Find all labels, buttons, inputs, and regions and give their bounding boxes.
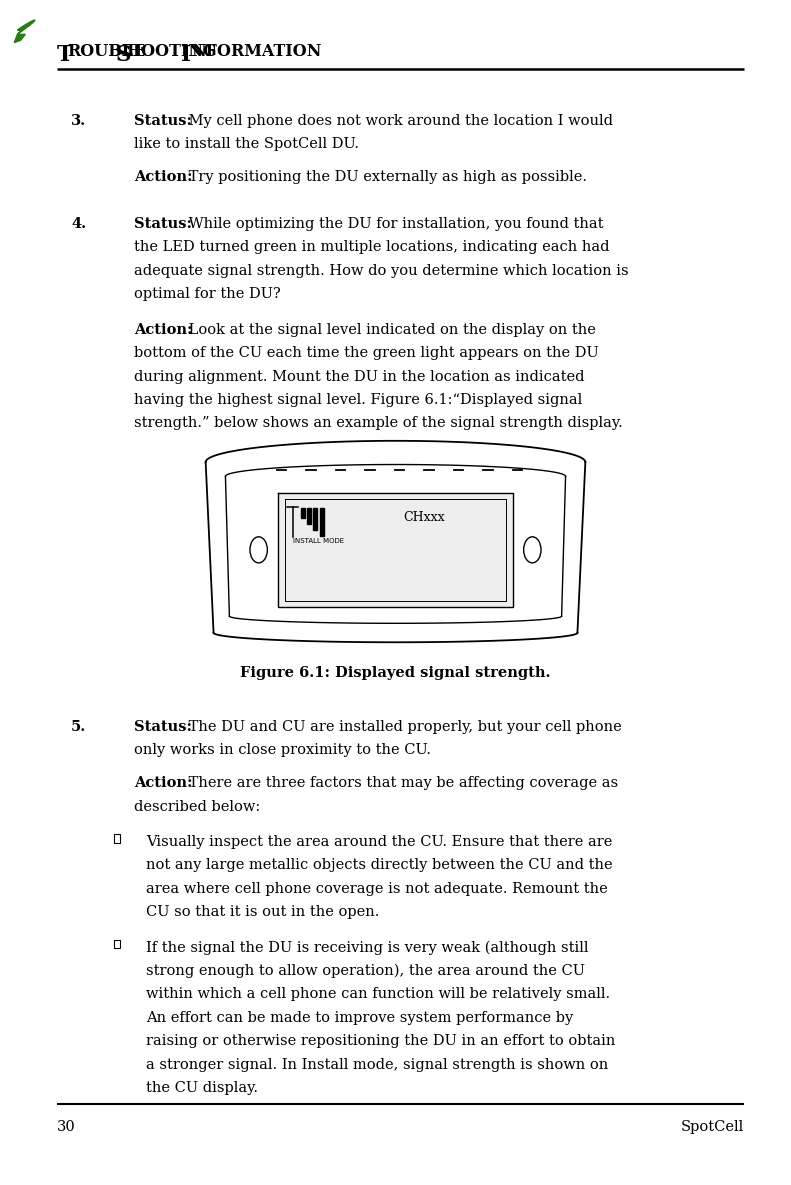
Text: described below:: described below: <box>134 800 261 814</box>
Polygon shape <box>278 493 513 607</box>
Text: not any large metallic objects directly between the CU and the: not any large metallic objects directly … <box>146 858 613 872</box>
Text: Figure 6.1: Displayed signal strength.: Figure 6.1: Displayed signal strength. <box>240 666 551 680</box>
Text: I: I <box>180 44 191 66</box>
Bar <box>115 940 120 948</box>
Polygon shape <box>307 508 311 524</box>
Bar <box>115 834 120 843</box>
Text: CHxxx: CHxxx <box>403 511 445 524</box>
Text: raising or otherwise repositioning the DU in an effort to obtain: raising or otherwise repositioning the D… <box>146 1035 615 1049</box>
Text: only works in close proximity to the CU.: only works in close proximity to the CU. <box>134 743 431 757</box>
Text: INSTALL MODE: INSTALL MODE <box>293 538 344 544</box>
Polygon shape <box>14 34 25 43</box>
Text: Look at the signal level indicated on the display on the: Look at the signal level indicated on th… <box>184 322 596 337</box>
Text: like to install the SpotCell DU.: like to install the SpotCell DU. <box>134 137 359 152</box>
Text: Visually inspect the area around the CU. Ensure that there are: Visually inspect the area around the CU.… <box>146 835 613 848</box>
Text: a stronger signal. In Install mode, signal strength is shown on: a stronger signal. In Install mode, sign… <box>146 1058 608 1071</box>
Text: Action:: Action: <box>134 171 193 184</box>
Text: T: T <box>57 44 73 66</box>
Text: CU so that it is out in the open.: CU so that it is out in the open. <box>146 905 380 920</box>
Text: 5.: 5. <box>71 720 86 734</box>
Text: Action:: Action: <box>134 322 193 337</box>
Text: optimal for the DU?: optimal for the DU? <box>134 288 282 301</box>
Polygon shape <box>320 508 324 536</box>
Text: If the signal the DU is receiving is very weak (although still: If the signal the DU is receiving is ver… <box>146 941 589 955</box>
Text: The DU and CU are installed properly, but your cell phone: The DU and CU are installed properly, bu… <box>184 720 623 734</box>
Text: 4.: 4. <box>71 217 86 231</box>
Text: S: S <box>115 44 131 66</box>
Polygon shape <box>17 20 35 34</box>
Polygon shape <box>313 508 317 530</box>
Text: bottom of the CU each time the green light appears on the DU: bottom of the CU each time the green lig… <box>134 346 600 360</box>
Text: My cell phone does not work around the location I would: My cell phone does not work around the l… <box>184 114 614 128</box>
Text: area where cell phone coverage is not adequate. Remount the: area where cell phone coverage is not ad… <box>146 882 608 896</box>
Text: strength.” below shows an example of the signal strength display.: strength.” below shows an example of the… <box>134 416 623 430</box>
Text: Status:: Status: <box>134 217 192 231</box>
Text: having the highest signal level. Figure 6.1:“Displayed signal: having the highest signal level. Figure … <box>134 393 583 406</box>
Text: Status:: Status: <box>134 720 192 734</box>
Text: While optimizing the DU for installation, you found that: While optimizing the DU for installation… <box>184 217 604 231</box>
Text: adequate signal strength. How do you determine which location is: adequate signal strength. How do you det… <box>134 264 629 278</box>
Text: Try positioning the DU externally as high as possible.: Try positioning the DU externally as hig… <box>184 171 588 184</box>
Text: strong enough to allow operation), the area around the CU: strong enough to allow operation), the a… <box>146 963 585 979</box>
Text: HOOTING: HOOTING <box>126 43 217 59</box>
Text: Action:: Action: <box>134 776 193 790</box>
Text: 3.: 3. <box>71 114 86 128</box>
Text: NFORMATION: NFORMATION <box>191 43 321 59</box>
Text: the CU display.: the CU display. <box>146 1081 259 1095</box>
Polygon shape <box>301 508 305 518</box>
Text: There are three factors that may be affecting coverage as: There are three factors that may be affe… <box>184 776 619 790</box>
Text: during alignment. Mount the DU in the location as indicated: during alignment. Mount the DU in the lo… <box>134 370 585 384</box>
Text: Status:: Status: <box>134 114 192 128</box>
Text: An effort can be made to improve system performance by: An effort can be made to improve system … <box>146 1011 573 1025</box>
Text: 30: 30 <box>57 1120 76 1134</box>
Text: within which a cell phone can function will be relatively small.: within which a cell phone can function w… <box>146 987 611 1001</box>
Text: ROUBLE: ROUBLE <box>67 43 146 59</box>
Text: SpotCell: SpotCell <box>680 1120 744 1134</box>
Text: the LED turned green in multiple locations, indicating each had: the LED turned green in multiple locatio… <box>134 241 610 255</box>
